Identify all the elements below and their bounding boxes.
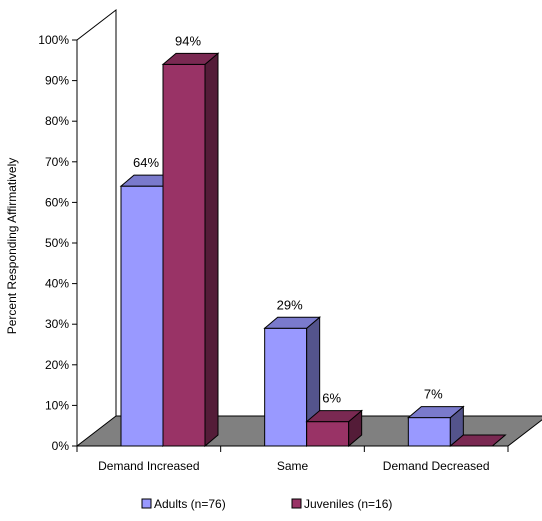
y-tick-label: 20% <box>45 358 69 372</box>
data-label: 7% <box>424 387 443 402</box>
y-tick-label: 60% <box>45 195 69 209</box>
chart-bars <box>119 52 507 448</box>
legend: Adults (n=76) Juveniles (n=16) <box>141 497 392 511</box>
bar-front <box>120 185 164 447</box>
y-tick-label: 30% <box>45 317 69 331</box>
bar <box>263 316 322 448</box>
bar <box>406 405 465 448</box>
y-tick-label: 40% <box>45 277 69 291</box>
y-tick-label: 0% <box>52 439 70 453</box>
y-tick-label: 10% <box>45 398 69 412</box>
y-tick-label: 70% <box>45 155 69 169</box>
data-label: 29% <box>277 297 303 312</box>
data-label: 64% <box>133 155 159 170</box>
y-axis: 0% 10% 20% 30% 40% 50% 60% 70% 80% 90% 100% <box>38 33 78 453</box>
y-tick-label: 50% <box>45 236 69 250</box>
bar <box>161 52 220 448</box>
legend-entry: Juveniles (n=16) <box>291 497 392 511</box>
bar-front <box>162 63 206 447</box>
bar-front <box>306 421 350 447</box>
bar-front <box>264 327 308 447</box>
x-tick-label: Same <box>277 459 309 473</box>
legend-swatch <box>291 498 302 509</box>
bar-top <box>263 316 322 329</box>
y-tick-label: 100% <box>38 33 69 47</box>
legend-label: Adults (n=76) <box>154 497 226 511</box>
bar-top <box>406 406 465 419</box>
bar <box>305 409 364 448</box>
side-wall <box>76 8 117 446</box>
y-tick-label: 80% <box>45 114 69 128</box>
legend-entry: Adults (n=76) <box>141 497 226 511</box>
bar-front <box>407 417 451 447</box>
y-tick-label: 90% <box>45 74 69 88</box>
legend-label: Juveniles (n=16) <box>304 497 392 511</box>
x-tick-label: Demand Increased <box>98 459 199 473</box>
data-labels: 64% 94% 29% 6% 7% <box>133 33 443 405</box>
x-axis: Demand Increased Same Demand Decreased <box>76 445 509 473</box>
bar-top <box>161 52 220 65</box>
bar-side <box>204 52 219 448</box>
bar-top <box>305 410 364 423</box>
legend-swatch <box>141 498 152 509</box>
data-label: 94% <box>175 33 201 48</box>
y-axis-label: Percent Responding Affirmatively <box>5 158 19 335</box>
x-tick-label: Demand Decreased <box>383 459 490 473</box>
data-label: 6% <box>322 391 341 406</box>
